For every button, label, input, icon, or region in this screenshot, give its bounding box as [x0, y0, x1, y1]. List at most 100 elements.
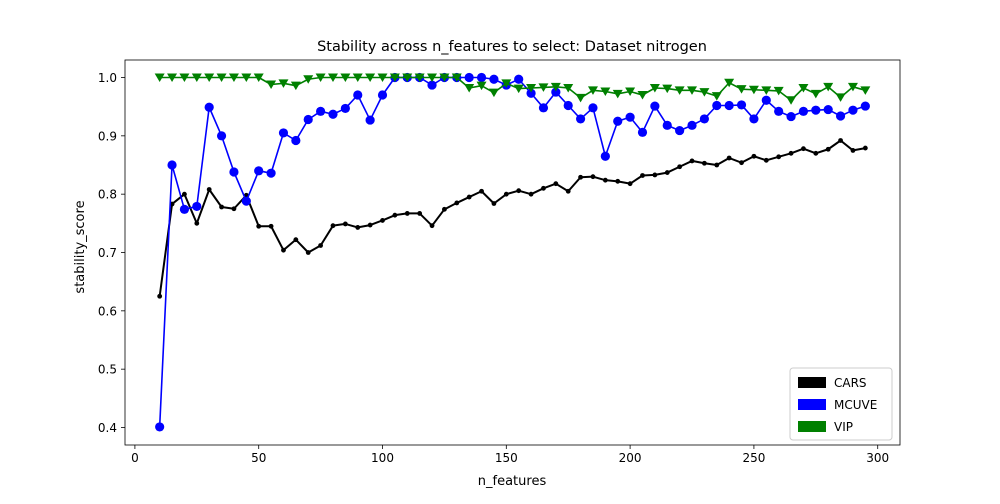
- data-point-mcuve: [712, 100, 722, 111]
- data-point-mcuve: [675, 125, 685, 136]
- y-tick-label: 1.0: [98, 71, 117, 85]
- data-point-cars: [268, 223, 274, 229]
- data-point-mcuve: [687, 120, 697, 130]
- data-point-cars: [664, 170, 670, 175]
- data-point-cars: [219, 204, 224, 210]
- data-point-cars: [429, 223, 435, 229]
- data-point-mcuve: [377, 90, 388, 100]
- data-point-vip: [860, 86, 871, 95]
- data-point-cars: [602, 177, 608, 183]
- axes-frame: [124, 59, 901, 446]
- data-point-mcuve: [427, 80, 437, 90]
- x-tick-label: 50: [251, 451, 266, 465]
- data-point-mcuve: [514, 74, 524, 84]
- legend-label-vip: VIP: [834, 420, 853, 434]
- data-point-mcuve: [724, 100, 734, 111]
- data-point-cars: [503, 191, 509, 197]
- x-tick-label: 200: [619, 451, 642, 465]
- data-point-mcuve: [204, 102, 214, 112]
- data-point-cars: [442, 206, 447, 212]
- data-point-mcuve: [291, 135, 301, 146]
- data-point-vip: [451, 73, 462, 82]
- data-point-cars: [392, 212, 398, 218]
- x-tick-label: 300: [866, 451, 889, 465]
- data-point-mcuve: [254, 166, 264, 176]
- data-point-vip: [352, 73, 363, 82]
- data-point-cars: [689, 158, 695, 164]
- data-point-mcuve: [365, 115, 375, 125]
- data-point-vip: [625, 87, 636, 96]
- data-point-vip: [687, 86, 698, 95]
- data-point-mcuve: [786, 111, 796, 122]
- data-point-cars: [652, 172, 658, 178]
- legend: CARS MCUVE VIP: [789, 367, 893, 441]
- legend-swatch-vip: [798, 421, 826, 432]
- data-point-vip: [315, 73, 326, 82]
- data-point-cars: [763, 157, 769, 163]
- data-point-mcuve: [303, 114, 313, 125]
- data-point-vip: [204, 73, 215, 82]
- data-point-vip: [365, 73, 376, 82]
- data-point-cars: [194, 220, 200, 226]
- y-tick-label: 0.9: [98, 129, 117, 143]
- data-point-mcuve: [476, 72, 487, 83]
- data-point-vip: [699, 88, 710, 97]
- data-point-cars: [838, 138, 843, 143]
- data-point-vip: [550, 82, 561, 92]
- data-point-vip: [228, 73, 239, 82]
- series-cars: [157, 138, 868, 299]
- data-point-vip: [748, 85, 759, 95]
- data-point-vip: [662, 84, 673, 94]
- data-point-cars: [466, 194, 472, 200]
- data-point-mcuve: [613, 116, 623, 126]
- data-point-vip: [377, 73, 388, 82]
- data-point-mcuve: [625, 112, 635, 122]
- data-point-vip: [439, 73, 450, 82]
- data-point-vip: [526, 84, 537, 93]
- data-point-vip: [761, 86, 772, 95]
- data-point-vip: [303, 75, 314, 84]
- data-point-vip: [649, 84, 660, 93]
- data-point-cars: [640, 173, 645, 178]
- legend-label-cars: CARS: [834, 376, 867, 390]
- data-point-mcuve: [774, 106, 784, 116]
- data-point-mcuve: [650, 101, 660, 111]
- y-tick-label: 0.5: [98, 363, 117, 377]
- data-point-vip: [167, 73, 178, 82]
- chart-title: Stability across n_features to select: D…: [317, 39, 707, 55]
- data-point-cars: [404, 211, 410, 216]
- data-point-cars: [355, 225, 361, 230]
- data-point-vip: [612, 89, 623, 99]
- data-point-mcuve: [563, 100, 573, 111]
- data-point-mcuve: [662, 120, 672, 130]
- y-tick-label: 0.4: [98, 421, 117, 435]
- data-point-mcuve: [749, 114, 759, 124]
- data-point-vip: [810, 89, 821, 99]
- data-point-cars: [862, 145, 868, 151]
- data-point-vip: [464, 84, 475, 93]
- data-point-cars: [541, 185, 546, 191]
- data-point-vip: [216, 73, 227, 82]
- data-point-vip: [773, 86, 784, 96]
- data-point-vip: [835, 93, 846, 102]
- series-line-mcuve: [158, 76, 866, 427]
- data-point-cars: [825, 146, 831, 152]
- data-point-vip: [327, 73, 338, 82]
- data-point-mcuve: [192, 201, 202, 212]
- data-point-cars: [590, 174, 596, 180]
- data-point-cars: [578, 174, 583, 180]
- data-point-mcuve: [860, 101, 870, 111]
- x-axis-label: n_features: [478, 474, 547, 489]
- series-line-vip: [159, 76, 866, 102]
- data-point-mcuve: [216, 131, 227, 141]
- data-point-cars: [528, 191, 534, 197]
- data-point-vip: [476, 81, 487, 91]
- data-point-vip: [278, 79, 289, 88]
- data-point-mcuve: [637, 127, 648, 137]
- data-point-cars: [801, 146, 806, 152]
- data-point-cars: [417, 211, 423, 216]
- data-point-cars: [553, 181, 559, 187]
- data-point-cars: [206, 187, 212, 192]
